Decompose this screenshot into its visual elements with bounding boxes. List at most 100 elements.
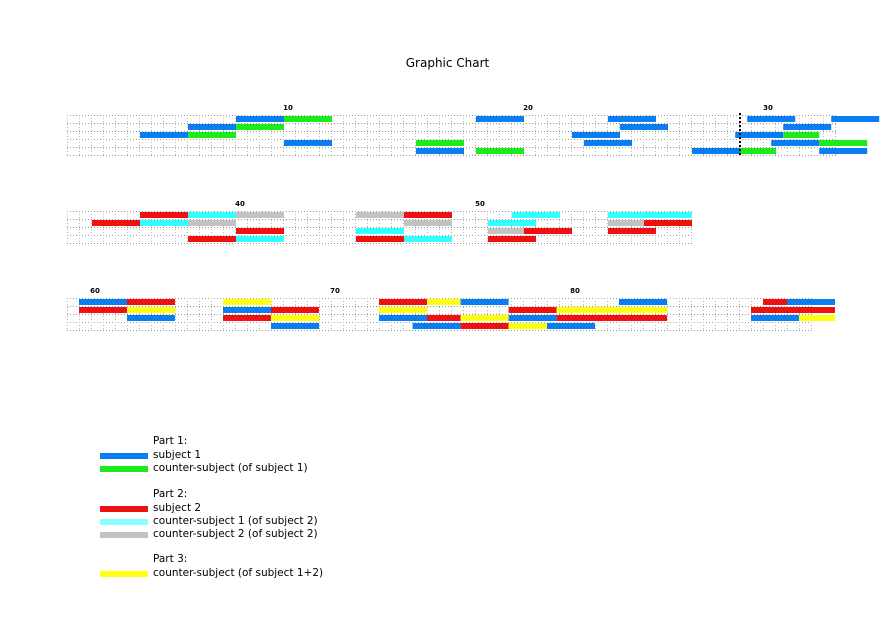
voice-bar-subject1	[236, 116, 284, 122]
voice-bar-subject1	[127, 315, 175, 321]
voice-bar-subject1	[416, 148, 464, 154]
voice-bar-subject1	[771, 140, 820, 146]
voice-bar-subject1	[787, 299, 835, 305]
voice-bar-subject1	[79, 299, 127, 305]
legend-part2-heading: Part 2:	[153, 488, 188, 500]
voice-bar-subject1	[223, 307, 271, 313]
system-2: 40 50	[67, 200, 692, 244]
voice-bar-cs_subject1	[188, 132, 236, 138]
voice-bar-subject2	[644, 220, 692, 226]
voice-bar-cs2_subject2	[236, 212, 284, 218]
measure-label: 80	[570, 287, 580, 295]
voice-bar-subject2	[140, 212, 188, 218]
voice-bar-subject1	[619, 299, 667, 305]
system-grid	[67, 298, 813, 331]
voice-bar-cs_subject1	[819, 140, 868, 146]
voice-bar-subject2	[508, 307, 557, 313]
legend-swatch-cs1-subject2	[100, 519, 148, 525]
voice-bar-subject1	[692, 148, 740, 154]
voice-bar-cs1_subject2	[356, 228, 404, 234]
voice-bar-subject2	[236, 228, 284, 234]
voice-bar-subject2	[379, 299, 427, 305]
voice-bar-subject2	[556, 315, 667, 321]
voice-bar-subject1	[735, 132, 784, 138]
voice-bar-cs1_subject2	[140, 220, 188, 226]
voice-bar-cs_subject12	[379, 307, 427, 313]
voice-bar-subject1	[412, 323, 461, 329]
measure-label: 70	[330, 287, 340, 295]
voice-bar-subject2	[188, 236, 236, 242]
legend-label-cs2-subject2: counter-subject 2 (of subject 2)	[153, 528, 318, 540]
page-title: Graphic Chart	[405, 56, 490, 70]
system-3: 60 70 80	[67, 287, 835, 331]
voice-bar-subject1	[747, 116, 796, 122]
system-grid	[67, 115, 836, 156]
voice-bar-cs_subject1	[783, 132, 820, 138]
voice-bar-subject2	[92, 220, 140, 226]
voice-bar-cs_subject12	[427, 299, 461, 305]
voice-bar-subject1	[188, 124, 236, 130]
voice-bar-cs1_subject2	[608, 212, 692, 218]
voice-bar-subject2	[223, 315, 271, 321]
voice-bar-subject1	[831, 116, 880, 122]
voice-bar-subject2	[608, 228, 656, 234]
voice-bar-cs_subject12	[508, 323, 547, 329]
voice-bar-subject1	[140, 132, 188, 138]
voice-bar-cs2_subject2	[188, 220, 236, 226]
voice-bar-cs1_subject2	[488, 220, 536, 226]
system-grid	[67, 211, 692, 244]
voice-bar-cs_subject1	[416, 140, 464, 146]
voice-bar-cs2_subject2	[608, 220, 644, 226]
voice-bar-cs_subject1	[284, 116, 332, 122]
voice-bar-subject1	[284, 140, 332, 146]
voice-bar-subject2	[427, 315, 461, 321]
legend-label-subject2: subject 2	[153, 502, 202, 514]
measure-label: 20	[523, 104, 533, 112]
voice-bar-subject1	[584, 140, 632, 146]
voice-bar-subject2	[751, 307, 835, 313]
voice-bar-subject1	[476, 116, 524, 122]
voice-bar-subject1	[271, 323, 319, 329]
legend-label-cs-subject12: counter-subject (of subject 1+2)	[153, 567, 324, 579]
voice-bar-subject2	[763, 299, 787, 305]
legend-swatch-cs2-subject2	[100, 532, 148, 538]
legend-label-cs-subject1: counter-subject (of subject 1)	[153, 462, 308, 474]
voice-bar-cs_subject12	[127, 307, 175, 313]
legend-swatch-cs-subject1	[100, 466, 148, 472]
voice-bar-subject1	[819, 148, 868, 154]
voice-bar-subject1	[608, 116, 656, 122]
legend-swatch-cs-subject12	[100, 571, 148, 577]
voice-bar-cs_subject12	[556, 307, 667, 313]
voice-bar-cs_subject1	[476, 148, 524, 154]
voice-bar-subject2	[404, 212, 452, 218]
voice-bar-cs_subject12	[460, 315, 509, 321]
voice-bar-subject1	[572, 132, 620, 138]
legend-part3-heading: Part 3:	[153, 553, 188, 565]
voice-bar-cs1_subject2	[236, 236, 284, 242]
voice-bar-subject1	[379, 315, 427, 321]
legend-label-subject1: subject 1	[153, 449, 202, 461]
voice-bar-subject1	[620, 124, 668, 130]
voice-bar-cs1_subject2	[404, 236, 452, 242]
voice-bar-cs_subject12	[223, 299, 271, 305]
voice-bar-subject2	[79, 307, 127, 313]
measure-label: 40	[235, 200, 245, 208]
measure-label: 60	[90, 287, 100, 295]
voice-bar-cs2_subject2	[404, 220, 452, 226]
measure-label: 50	[475, 200, 485, 208]
voice-bar-cs_subject12	[799, 315, 835, 321]
voice-bar-cs1_subject2	[188, 212, 236, 218]
voice-bar-subject1	[508, 315, 557, 321]
legend-swatch-subject2	[100, 506, 148, 512]
voice-bar-cs_subject12	[271, 315, 319, 321]
voice-bar-subject1	[460, 299, 509, 305]
voice-bar-subject1	[547, 323, 595, 329]
system-1: 10 20 30	[67, 104, 880, 156]
voice-bar-cs_subject1	[740, 148, 776, 154]
legend-swatch-subject1	[100, 453, 148, 459]
voice-bar-subject1	[783, 124, 832, 130]
voice-bar-subject2	[271, 307, 319, 313]
voice-bar-cs1_subject2	[512, 212, 560, 218]
voice-bar-subject1	[751, 315, 799, 321]
